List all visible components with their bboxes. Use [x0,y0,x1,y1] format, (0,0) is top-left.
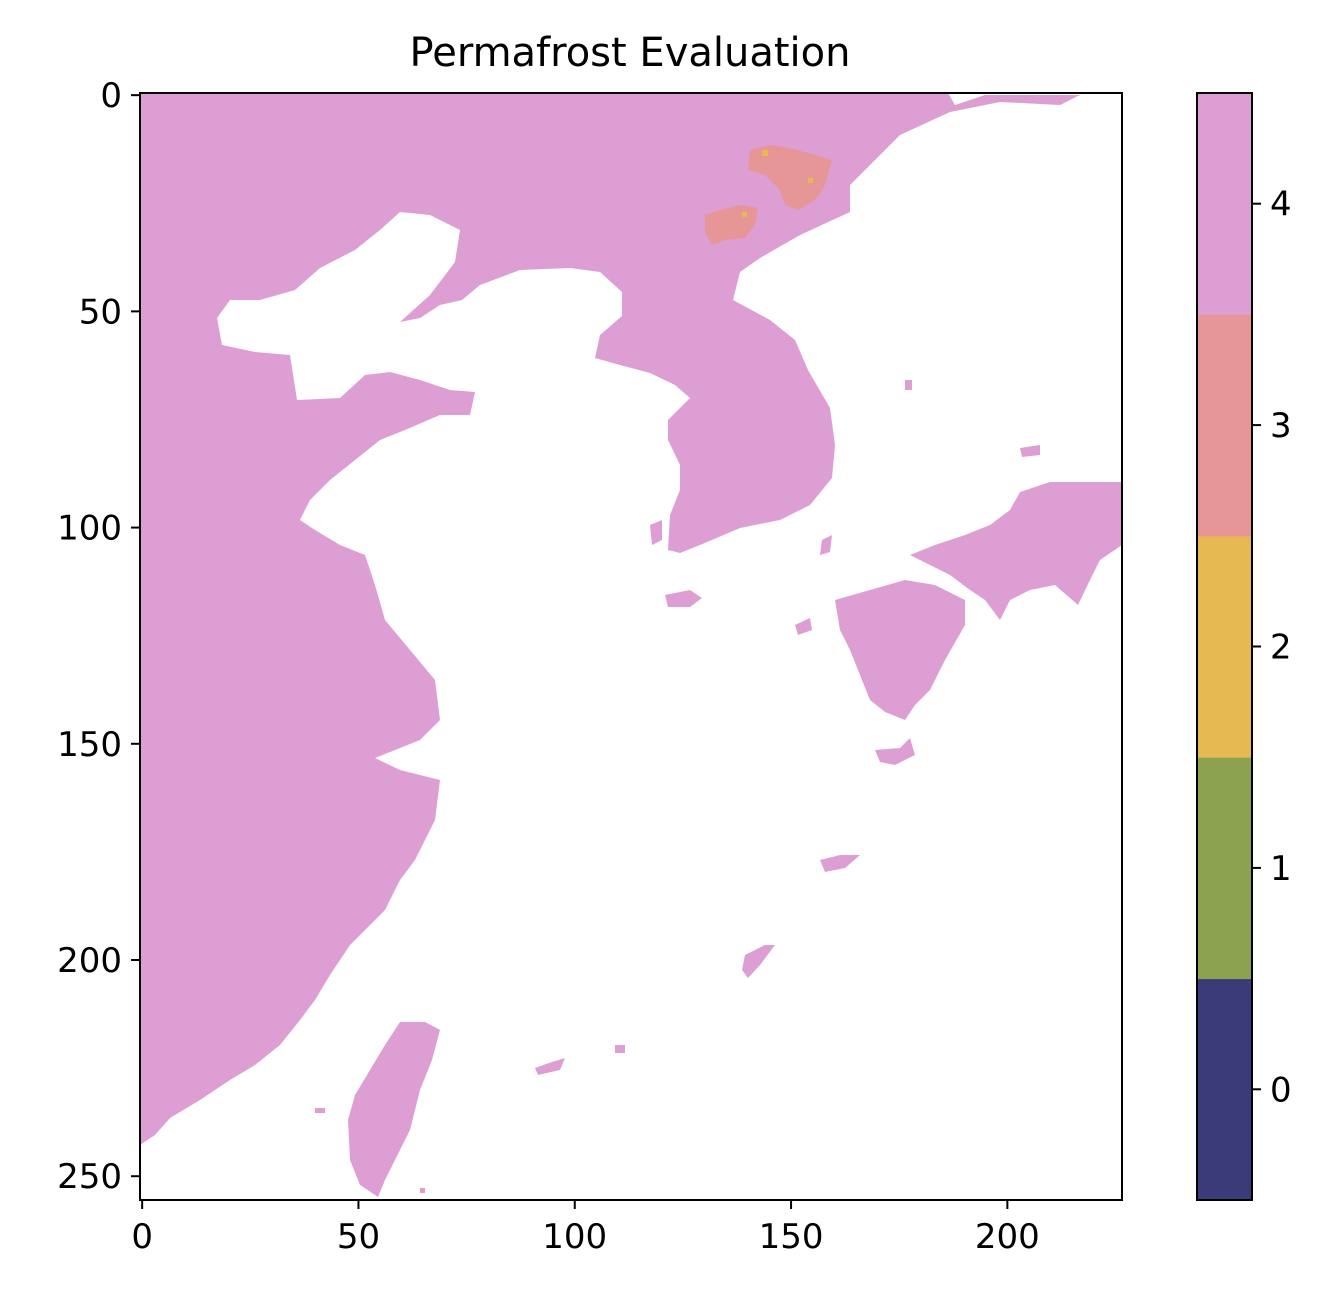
x-tick-label: 50 [337,1217,380,1257]
colorbar-segment-3 [1197,314,1252,537]
colorbar-tick-label: 1 [1270,849,1292,889]
land-taiwan [348,1022,440,1197]
land-mainland [140,93,1080,1145]
land-region [140,93,1122,1197]
y-tick-label: 150 [57,725,122,765]
y-tick-label: 200 [57,941,122,981]
colorbar-tick-label: 4 [1270,185,1292,225]
land-honshu [910,482,1122,620]
x-tick-label: 0 [131,1217,153,1257]
y-tick-label: 100 [57,509,122,549]
class3-patch-a [748,145,832,210]
map-frame [139,92,1123,1201]
land-jeju [665,590,702,607]
colorbar-tick-label: 0 [1270,1070,1292,1110]
chart-title: Permafrost Evaluation [410,30,851,76]
colorbar-tick-label: 3 [1270,406,1292,446]
colorbar-segment-1 [1197,757,1252,980]
class2-region [742,150,813,217]
colorbar-frame [1196,92,1253,1201]
land-island-e [1020,445,1040,457]
land-island-k [315,1108,325,1113]
colorbar-segment-4 [1197,93,1252,315]
x-tick-label: 100 [542,1217,607,1257]
land-island-a [820,855,860,872]
land-kyushu [835,580,965,720]
land-island-d [615,1045,625,1053]
y-tick-label: 250 [57,1157,122,1197]
land-island-c [535,1058,565,1075]
colorbar: 0 1 2 3 4 [1196,92,1292,1201]
y-tick-label: 50 [79,292,122,332]
class2-speck-b [808,178,813,183]
class2-speck-c [742,212,747,217]
x-axis: 0 50 100 150 200 [131,1200,1040,1257]
land-island-f [905,380,912,390]
x-tick-label: 200 [975,1217,1040,1257]
y-tick-label: 0 [100,76,122,116]
colorbar-segment-2 [1197,535,1252,758]
map-area [139,92,1123,1201]
land-island-j [650,520,662,545]
land-island-h [820,535,832,555]
land-island-g [875,738,915,765]
land-island-i [795,618,812,635]
x-tick-label: 150 [759,1217,824,1257]
colorbar-tick-label: 2 [1270,628,1292,668]
y-axis: 0 50 100 150 200 250 [57,76,140,1197]
class2-speck-a [762,150,768,156]
land-island-b [742,945,775,978]
land-island-l [420,1188,425,1193]
colorbar-segment-0 [1197,978,1252,1201]
